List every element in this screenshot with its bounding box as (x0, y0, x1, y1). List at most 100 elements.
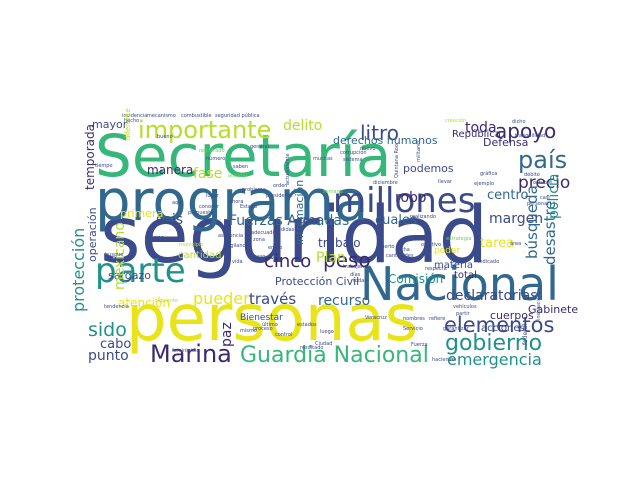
word-toda: toda (465, 120, 497, 136)
word-feminicidio: feminicidio (172, 348, 199, 354)
word-asistencia: asistencia (218, 233, 243, 239)
word-comunidad: comunidad (290, 219, 318, 225)
word-estados: estados (297, 322, 317, 328)
word-busqueda: búsqueda (523, 185, 541, 259)
word-federal: federal (522, 324, 529, 345)
word-sistema: sistema (343, 157, 363, 163)
word-combustible: combustible (181, 113, 212, 119)
word-control: control (275, 332, 292, 338)
word-gabinete: Gabinete (528, 303, 578, 316)
word-diciembre: diciembre (373, 180, 398, 186)
word-estrategia: estrategia (446, 236, 471, 242)
word-caso: caso (254, 254, 265, 260)
word-operacion: operación (86, 207, 99, 262)
word-derechos-humanos: derechos humanos (333, 134, 438, 147)
word-policia: policía (546, 174, 562, 219)
word-cantidades: cantidades (386, 253, 414, 259)
word-proteccion: protección (69, 228, 88, 312)
word-objetivo: objetivo (421, 242, 441, 248)
word-muchas: muchas (313, 156, 333, 162)
word-apoyo: apoyo (495, 119, 556, 143)
word-guardia-nacional: Guardia Nacional (240, 343, 429, 368)
word-pais: país (518, 146, 567, 174)
word-mecanismo: mecanismo (147, 113, 176, 119)
word-aqui: aquí (172, 199, 183, 206)
word-puerto: puerto (378, 244, 395, 250)
word-proteccion-civil: Protección Civil (275, 275, 359, 288)
word-trabajo: trabajo (318, 236, 361, 250)
word-servicio: Servicio (403, 326, 423, 332)
word-partir: partir (456, 311, 471, 317)
word-enero: enero (268, 245, 282, 251)
word-dicho: dicho (512, 119, 526, 125)
word-grafica: gráfica (480, 170, 497, 177)
word-adecuado: adecuado (251, 230, 276, 236)
word-personas: personas (126, 282, 418, 356)
word-tranquilidad: tranquilidad (515, 133, 545, 139)
word-luego: luego (320, 329, 334, 335)
word-comision: Comisión (388, 272, 443, 286)
word-gobierno: gobierno (445, 331, 542, 356)
word-pueden: pueden (193, 289, 253, 308)
word-seguridad: seguridad (100, 191, 488, 281)
word-resultado: resultado (300, 345, 323, 351)
word-ciudad: Ciudad (315, 341, 332, 347)
word-cantidad: cantidad (178, 250, 222, 261)
word-incidencia: incidencia (122, 113, 147, 119)
word-propuesta: propuesta (188, 210, 213, 216)
word-refiere: refiere (429, 316, 445, 322)
word-recurso: recurso (318, 293, 370, 309)
word-punto: punto (88, 348, 129, 364)
word-tendencia: tendencia (104, 304, 129, 310)
word-tarea: tarea (480, 236, 514, 251)
word-fase: fase (193, 166, 222, 182)
word-republica: República (452, 128, 501, 140)
word-saben: saben (233, 164, 248, 170)
word-presidente: presidente (266, 193, 293, 199)
word-garantizar: garantizar (443, 326, 470, 332)
word-proceso: proceso (253, 326, 273, 332)
word-parte: parte (95, 251, 186, 291)
word-mexicano: mexicano (112, 222, 128, 290)
word-bueno: bueno (157, 134, 173, 140)
word-personal: personal (527, 201, 549, 207)
word-debito: débito (524, 171, 540, 178)
word-militares: militares (416, 140, 422, 162)
word-precio: precio (518, 173, 570, 193)
word-peso: peso (323, 248, 371, 272)
word-creacion: creación (445, 117, 466, 124)
word-seis: seis (156, 212, 183, 228)
word-emergencia: emergencia (447, 350, 542, 369)
word-total: total (454, 270, 477, 281)
word-actualmente: actualmente (285, 153, 291, 185)
word-declaratorias: declaratorias (446, 288, 538, 304)
word-mismo: mismo (240, 328, 257, 334)
word-zona: zona (253, 237, 265, 243)
word-centro: centro (487, 188, 529, 203)
word-seguridad-publica: seguridad pública (215, 112, 260, 119)
word-podemos: podemos (403, 162, 454, 175)
word-llevar: llevar (438, 179, 453, 185)
word-casi: casi (540, 195, 550, 201)
word-millones: millones (333, 181, 475, 221)
word-atender: atender (228, 173, 249, 179)
word-bienestar: Bienestar (240, 313, 283, 323)
word-poder: poder (434, 246, 460, 256)
word-realizando: realizando (410, 214, 436, 220)
word-haciendo: haciendo (432, 357, 455, 363)
word-corrupcion: corrupción (340, 149, 367, 156)
word-vigilancia: vigilancia (226, 243, 250, 249)
word-informacion: información (293, 180, 306, 245)
word-importante: importante (138, 116, 271, 144)
word-diferente: diferente (124, 108, 132, 140)
word-medidas: medidas (273, 227, 295, 233)
word-ahora: ahora (229, 199, 243, 205)
word-primera: primera (120, 207, 163, 220)
word-materia: materia (434, 260, 473, 271)
word-cabo: cabo (100, 337, 131, 352)
word-cuerpos: cuerpos (490, 309, 534, 322)
word-conocer: conocer (199, 204, 220, 210)
word-ejemplo: ejemplo (474, 181, 494, 187)
word-turismo: turismo (145, 235, 164, 241)
word-nuevo: nuevo (360, 146, 375, 152)
